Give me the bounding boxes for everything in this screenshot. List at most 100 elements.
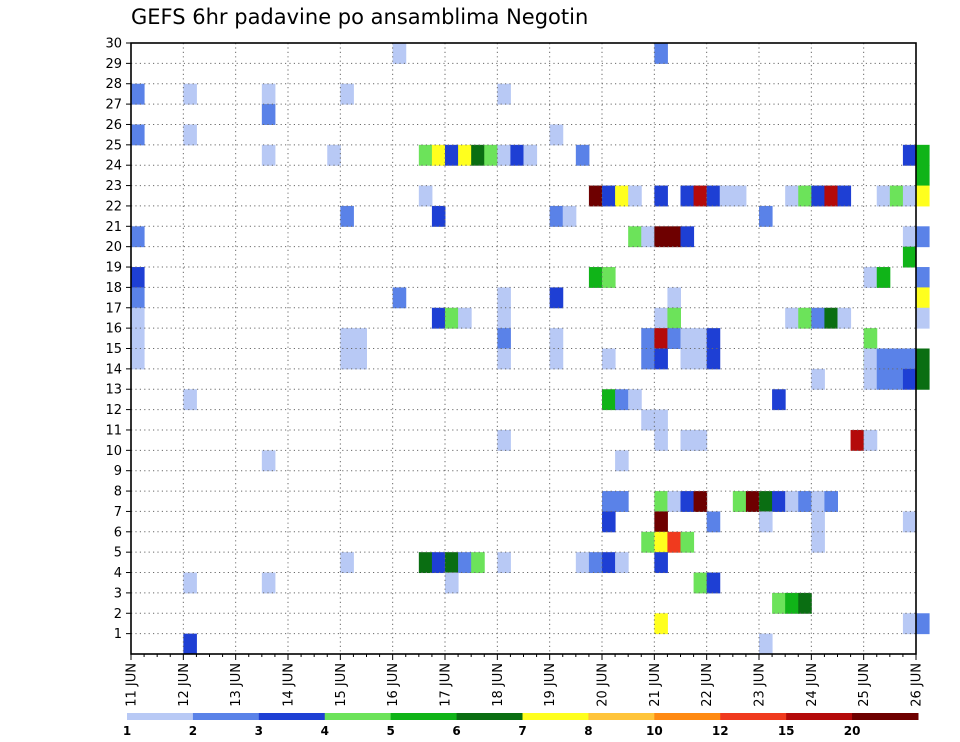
cell-m15-14 [889, 348, 904, 370]
cell-m25-10 [523, 144, 538, 166]
cell-m4-1 [261, 572, 276, 594]
legend-label: 20 [844, 724, 861, 738]
cell-m21-4 [667, 226, 681, 248]
cell-m26-1 [183, 124, 197, 146]
x-tick-label: 25 JUN [857, 663, 872, 707]
cell-m17-2 [445, 307, 459, 329]
cell-m17-10 [824, 307, 838, 329]
cell-m15-4 [549, 348, 564, 370]
cell-m21-5 [680, 226, 695, 248]
legend-swatch [588, 713, 655, 720]
cell-m7-0 [602, 511, 616, 533]
cell-m8-11 [798, 491, 812, 512]
cell-m8-2 [654, 491, 668, 512]
cell-m6-4 [811, 531, 825, 553]
cell-m15-3 [497, 348, 511, 370]
cell-m7-1 [654, 511, 668, 533]
cell-m14-2 [876, 368, 891, 390]
cell-m25-3 [431, 144, 446, 166]
cell-m25-8 [497, 144, 511, 166]
cell-m21-0 [131, 226, 145, 248]
cell-m13-2 [615, 389, 629, 411]
cell-m23-7 [693, 185, 708, 207]
cell-m17-9 [811, 307, 825, 329]
y-tick-label: 25 [105, 138, 122, 153]
x-tick-label: 24 JUN [805, 663, 820, 707]
cell-m12-0 [641, 409, 655, 431]
y-tick-label: 19 [105, 261, 122, 276]
cell-m25-1 [327, 144, 341, 166]
legend-label: 1 [123, 724, 131, 738]
cell-m16-0 [131, 328, 145, 349]
legend-label: 6 [452, 724, 460, 738]
cell-m25-6 [471, 144, 485, 166]
cell-m15-16 [916, 348, 930, 370]
cell-m23-1 [588, 185, 603, 207]
x-tick-label: 17 JUN [439, 663, 454, 707]
cell-m23-0 [418, 185, 433, 207]
cell-m19-1 [588, 267, 603, 288]
cell-m8-8 [759, 491, 773, 512]
cell-m13-3 [628, 389, 642, 411]
cell-m21-6 [902, 226, 917, 248]
legend-label: 10 [646, 724, 663, 738]
cell-m14-0 [811, 368, 825, 390]
cell-m11-1 [654, 429, 668, 451]
cell-m5-2 [431, 552, 446, 574]
cell-m28-2 [261, 83, 276, 105]
cell-m11-5 [863, 429, 878, 451]
cell-m22-1 [431, 205, 446, 227]
cell-m4-4 [706, 572, 721, 594]
y-tick-label: 29 [105, 57, 122, 72]
cell-m17-1 [431, 307, 446, 329]
x-tick-label: 14 JUN [282, 663, 297, 707]
cell-m21-1 [628, 226, 642, 248]
y-tick-label: 7 [114, 505, 122, 520]
legend-swatch [324, 713, 392, 720]
legend-swatch [258, 713, 326, 720]
cell-m5-1 [418, 552, 433, 574]
cell-m23-12 [798, 185, 812, 207]
cell-m28-1 [183, 83, 197, 105]
x-tick-label: 16 JUN [386, 663, 401, 707]
cell-m23-17 [889, 185, 904, 207]
cell-m17-12 [916, 307, 930, 329]
cell-m16-11 [863, 328, 878, 349]
legend-swatch [720, 713, 787, 720]
legend-swatch [654, 713, 721, 720]
cell-m18-3 [549, 287, 564, 309]
cell-m14-5 [916, 368, 930, 390]
cell-m4-0 [183, 572, 197, 594]
cell-m23-14 [824, 185, 838, 207]
cell-m4-3 [693, 572, 708, 594]
cell-m16-3 [497, 328, 511, 349]
x-tick-label: 22 JUN [700, 663, 715, 707]
y-tick-label: 23 [105, 179, 122, 194]
cell-m13-4 [772, 389, 786, 411]
cell-m6-3 [680, 531, 695, 553]
cell-m16-8 [680, 328, 695, 349]
cell-m26-2 [549, 124, 564, 146]
cell-m5-6 [497, 552, 511, 574]
cell-m19-5 [916, 267, 930, 288]
cell-m17-5 [654, 307, 668, 329]
cell-m26-0 [131, 124, 145, 146]
y-tick-label: 13 [105, 383, 122, 398]
legend-swatch [390, 713, 458, 720]
cell-m15-10 [706, 348, 721, 370]
y-tick-label: 2 [114, 607, 122, 622]
cell-m17-7 [785, 307, 799, 329]
cell-m6-2 [667, 531, 681, 553]
cell-m8-0 [602, 491, 616, 512]
cell-m5-8 [588, 552, 603, 574]
cell-m5-11 [654, 552, 668, 574]
cell-m6-1 [654, 531, 668, 553]
legend-label: 15 [778, 724, 795, 738]
cell-m2-0 [654, 613, 668, 635]
cell-m11-4 [850, 429, 865, 451]
cell-layer [131, 43, 930, 655]
cell-m3-2 [798, 592, 812, 614]
y-tick-label: 24 [105, 159, 122, 174]
cell-m8-13 [824, 491, 838, 512]
cell-m14-1 [863, 368, 878, 390]
